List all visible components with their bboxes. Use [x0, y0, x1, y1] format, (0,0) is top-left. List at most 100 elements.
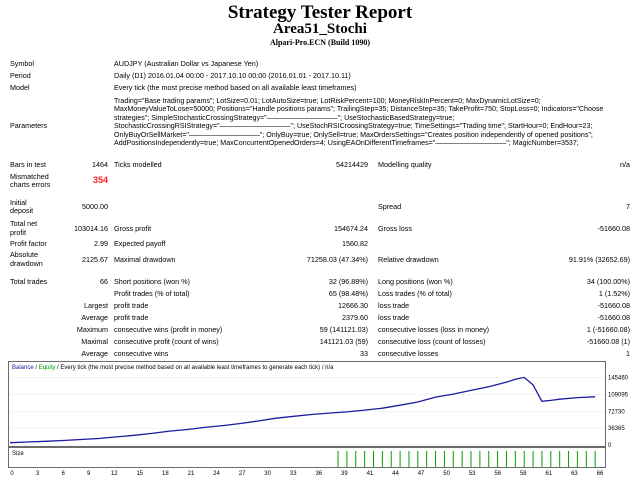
max-cl-label: consecutive losses (loss in money): [378, 325, 490, 334]
gross-profit-value: 154674.24: [334, 224, 368, 233]
expert-name: Area51_Stochi: [273, 21, 367, 37]
gross-profit-label: Gross profit: [114, 224, 152, 233]
x-tick-label: 58: [520, 471, 527, 477]
mismatch-value: 354: [92, 175, 108, 185]
maximum-label: Maximum: [76, 325, 108, 334]
x-tick-label: 44: [392, 471, 399, 477]
avg-cw-label: consecutive wins: [114, 349, 169, 358]
gross-loss-label: Gross loss: [378, 224, 412, 233]
x-tick-label: 3: [36, 471, 40, 477]
bars-label: Bars in test: [10, 160, 46, 169]
avg-loss-value: -51660.08: [597, 313, 630, 322]
largest-profit-label: profit trade: [114, 301, 149, 310]
symbol-label: Symbol: [10, 59, 34, 68]
chart-legend: Balance / Equity / Every tick (the most …: [12, 365, 334, 371]
x-tick-label: 9: [87, 471, 91, 477]
quality-value: n/a: [620, 160, 630, 169]
avg-loss-label: loss trade: [378, 313, 410, 322]
max-dd-value: 71258.03 (47.34%): [306, 255, 368, 264]
x-tick-label: 15: [136, 471, 143, 477]
x-tick-label: 0: [10, 471, 14, 477]
maximal-cl-value: -51660.08 (1): [586, 337, 630, 346]
x-tick-label: 50: [443, 471, 450, 477]
x-tick-label: 63: [571, 471, 578, 477]
x-tick-label: 61: [546, 471, 553, 477]
net-label-2: profit: [10, 228, 26, 237]
x-tick-label: 24: [213, 471, 220, 477]
trades-value: 66: [100, 277, 108, 286]
period-label: Period: [10, 71, 31, 80]
maximal-cp-label: consecutive profit (count of wins): [114, 337, 219, 346]
chart-plot-frame: [8, 361, 606, 447]
largest-profit-value: 12666.30: [338, 301, 368, 310]
deposit-label-2: deposit: [10, 206, 34, 215]
y-tick-label: 36365: [608, 426, 625, 432]
y-tick-label: 145460: [608, 376, 629, 382]
max-dd-label: Maximal drawdown: [114, 255, 176, 264]
rel-dd-value: 91.91% (32652.69): [568, 255, 630, 264]
legend-equity: Equity: [39, 365, 56, 371]
avg-cw-value: 33: [360, 349, 368, 358]
max-cl-value: 1 (-51660.08): [586, 325, 630, 334]
legend-rest: / Every tick (the most precise method ba…: [55, 365, 334, 371]
mismatch-label-1: Mismatched: [10, 172, 49, 181]
balance-series-line: [9, 376, 596, 444]
balance-chart: Balance / Equity / Every tick (the most …: [8, 361, 629, 477]
payoff-label: Expected payoff: [114, 239, 166, 248]
profit-trades-value: 65 (98.48%): [328, 289, 368, 298]
abs-dd-label-1: Absolute: [10, 250, 38, 259]
y-tick-label: 0: [608, 443, 612, 449]
x-tick-label: 53: [469, 471, 476, 477]
params-label: Parameters: [10, 121, 48, 130]
symbol-value: AUDJPY (Australian Dollar vs Japanese Ye…: [114, 59, 259, 68]
server-info: Alpari-Pro.ECN (Build 1090): [269, 38, 371, 47]
x-tick-label: 6: [61, 471, 65, 477]
avg-cl-value: 1: [626, 349, 630, 358]
size-label: Size: [12, 451, 24, 457]
loss-trades-label: Loss trades (% of total): [378, 289, 452, 298]
report-title: Strategy Tester Report: [227, 2, 413, 23]
max-cw-value: 59 (141121.03): [319, 325, 368, 334]
rel-dd-label: Relative drawdown: [378, 255, 439, 264]
quality-label: Modelling quality: [378, 160, 432, 169]
avg-cl-label: consecutive losses: [378, 349, 439, 358]
period-value: Daily (D1) 2016.01.04 00:00 - 2017.10.10…: [114, 71, 351, 80]
average-label: Average: [81, 313, 108, 322]
largest-label: Largest: [84, 301, 108, 310]
mismatch-label-2: charts errors: [10, 180, 51, 189]
maximal-cp-value: 141121.03 (59): [319, 337, 368, 346]
x-tick-label: 66: [597, 471, 604, 477]
y-tick-label: 72730: [608, 409, 625, 415]
bars-value: 1464: [92, 160, 108, 169]
average2-label: Average: [81, 349, 108, 358]
profit-trades-label: Profit trades (% of total): [114, 289, 190, 298]
pf-label: Profit factor: [10, 239, 47, 248]
x-tick-label: 33: [290, 471, 297, 477]
maximal-cl-label: consecutive loss (count of losses): [378, 337, 486, 346]
loss-trades-value: 1 (1.52%): [598, 289, 630, 298]
spread-value: 7: [626, 202, 630, 211]
size-plot-frame: [8, 447, 606, 468]
params-value: Trading="Base trading params"; LotSize=0…: [114, 97, 604, 148]
max-cw-label: consecutive wins (profit in money): [114, 325, 223, 334]
net-value: 103014.16: [74, 224, 108, 233]
model-label: Model: [10, 83, 30, 92]
maximal-label: Maximal: [81, 337, 108, 346]
deposit-value: 5000.00: [82, 202, 108, 211]
x-tick-label: 21: [188, 471, 195, 477]
largest-loss-label: loss trade: [378, 301, 410, 310]
x-tick-label: 47: [418, 471, 425, 477]
pf-value: 2.99: [94, 239, 108, 248]
net-label-1: Total net: [10, 219, 38, 228]
legend-sep: /: [34, 365, 39, 371]
abs-dd-label-2: drawdown: [10, 259, 43, 268]
ticks-value: 54214429: [336, 160, 368, 169]
deposit-label-1: Initial: [10, 198, 27, 207]
x-tick-label: 27: [239, 471, 246, 477]
largest-loss-value: -51660.08: [597, 301, 630, 310]
short-value: 32 (96.88%): [328, 277, 368, 286]
x-tick-label: 30: [264, 471, 271, 477]
payoff-value: 1560.82: [342, 239, 368, 248]
x-tick-label: 39: [341, 471, 348, 477]
x-tick-label: 36: [315, 471, 322, 477]
